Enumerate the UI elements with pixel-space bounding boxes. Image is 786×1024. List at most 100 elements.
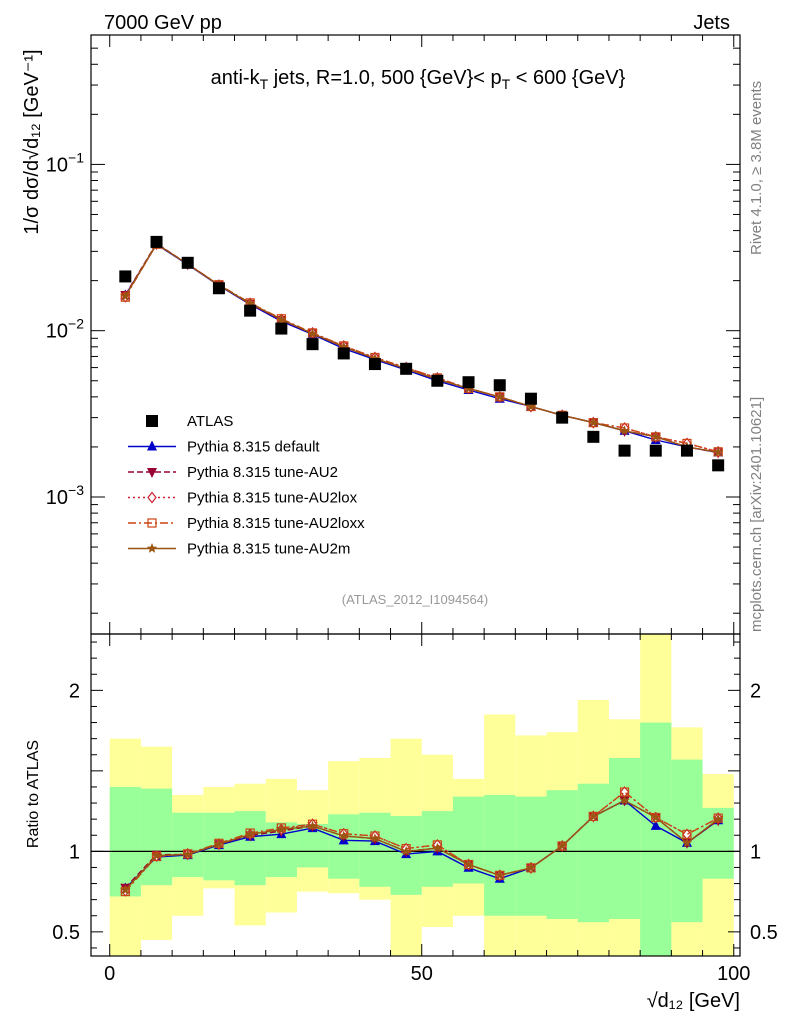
atlas-point bbox=[462, 376, 475, 389]
legend-label: Pythia 8.315 tune-AU2lox bbox=[187, 490, 358, 507]
series-point-ratio bbox=[182, 849, 193, 859]
x-tick-label: 100 bbox=[717, 963, 750, 985]
ratio-y-tick-label-right: 1 bbox=[750, 841, 761, 863]
ratio-y-tick-label: 2 bbox=[69, 680, 80, 702]
legend-marker bbox=[147, 491, 157, 504]
axis-tick-labels: 0 50 100 10−1 10−2 10−3 0.5 0.5 1 1 2 2 bbox=[46, 149, 778, 985]
inner-band-bin bbox=[234, 811, 266, 886]
main-y-axis-label: 1/σ dσ/d√d₁₂ [GeV⁻¹] bbox=[21, 49, 43, 234]
ratio-y-tick-label-right: 2 bbox=[750, 680, 761, 702]
series-point-ratio bbox=[494, 869, 505, 880]
x-tick-label: 0 bbox=[104, 963, 115, 985]
series-point-main bbox=[338, 341, 349, 352]
x-tick-label: 50 bbox=[411, 963, 433, 985]
inner-band-bin bbox=[328, 814, 360, 879]
ratio-y-tick-label-right: 0.5 bbox=[750, 922, 778, 944]
legend-label: Pythia 8.315 tune-AU2m bbox=[187, 541, 350, 558]
inner-band-bin bbox=[640, 722, 672, 956]
series-point-main bbox=[244, 297, 256, 308]
rivet-version: Rivet 4.1.0, ≥ 3.8M events bbox=[748, 81, 765, 255]
atlas-point bbox=[618, 444, 631, 457]
legend: ATLAS Pythia 8.315 default Pythia 8.315 tu… bbox=[128, 413, 365, 558]
ratio-y-tick-label: 1 bbox=[69, 841, 80, 863]
series-point-main bbox=[276, 313, 287, 324]
atlas-point bbox=[649, 444, 662, 457]
atlas-point bbox=[400, 362, 413, 375]
atlas-point bbox=[119, 270, 132, 283]
header-left: 7000 GeV pp bbox=[104, 12, 222, 34]
series-point-ratio bbox=[307, 820, 318, 831]
atlas-point bbox=[368, 358, 381, 371]
series-point-ratio bbox=[712, 813, 724, 824]
atlas-point bbox=[493, 379, 506, 392]
main-y-tick-label: 10−3 bbox=[46, 482, 84, 509]
series-point-main bbox=[588, 417, 599, 428]
header-right: Jets bbox=[693, 12, 730, 34]
atlas-point bbox=[431, 374, 444, 387]
series-point-main bbox=[120, 290, 131, 301]
main-y-tick-label: 10−2 bbox=[46, 316, 84, 343]
atlas-point bbox=[587, 430, 600, 443]
series-point-main bbox=[494, 391, 505, 402]
inner-band-bin bbox=[109, 786, 141, 897]
series-point-ratio bbox=[463, 859, 474, 869]
series-point-ratio bbox=[276, 824, 287, 834]
legend-marker bbox=[146, 415, 158, 427]
series-point-main bbox=[619, 425, 630, 436]
legend-entry: Pythia 8.315 tune-AU2loxx bbox=[128, 515, 365, 532]
series-point-ratio bbox=[650, 819, 661, 830]
atlas-point bbox=[212, 282, 225, 295]
inner-band-bin bbox=[577, 783, 609, 923]
atlas-point bbox=[181, 256, 194, 269]
atlas-point bbox=[244, 304, 257, 317]
atlas-point bbox=[306, 338, 319, 351]
mcplots-credit: mcplots.cern.ch [arXiv:2401.10621] bbox=[748, 397, 765, 632]
axis-ticks bbox=[91, 35, 740, 956]
ratio-frame bbox=[90, 633, 741, 957]
main-title: anti-kT jets, R=1.0, 500 {GeV}< pT < 600… bbox=[211, 67, 626, 92]
series-point-ratio bbox=[338, 830, 349, 841]
atlas-point bbox=[275, 322, 288, 335]
atlas-point bbox=[556, 411, 569, 424]
atlas-point bbox=[524, 392, 537, 405]
legend-entry: Pythia 8.315 tune-AU2 bbox=[128, 464, 338, 481]
legend-entry: ATLAS bbox=[146, 413, 233, 430]
series-point-ratio bbox=[244, 828, 256, 839]
series-point-ratio bbox=[432, 842, 443, 853]
series-point-main bbox=[650, 431, 661, 442]
legend-label: Pythia 8.315 tune-AU2 bbox=[187, 464, 338, 481]
ratio-uncertainty-bands bbox=[91, 634, 740, 956]
main-y-tick-label: 10−1 bbox=[46, 149, 84, 176]
series-point-main bbox=[307, 328, 318, 339]
series-point-ratio bbox=[369, 833, 381, 843]
inner-band-bin bbox=[172, 812, 204, 878]
atlas-point bbox=[150, 235, 163, 248]
atlas-point bbox=[712, 459, 725, 472]
inner-band-bin bbox=[515, 796, 547, 916]
series-point-ratio bbox=[650, 812, 661, 822]
series-point-ratio bbox=[525, 862, 537, 873]
series-point-ratio bbox=[400, 845, 412, 856]
series-point-ratio bbox=[556, 840, 568, 851]
atlas-data-points bbox=[119, 235, 725, 472]
analysis-reference: (ATLAS_2012_I1094564) bbox=[342, 592, 488, 607]
series-point-ratio bbox=[619, 795, 630, 805]
legend-entry: Pythia 8.315 tune-AU2lox bbox=[128, 490, 358, 507]
inner-band-bin bbox=[546, 790, 578, 919]
series-point-main bbox=[525, 401, 537, 411]
series-point-ratio bbox=[213, 838, 225, 849]
inner-band-bin bbox=[608, 757, 641, 919]
series-line-main bbox=[124, 243, 719, 453]
series-point-main bbox=[369, 353, 381, 363]
legend-marker bbox=[147, 518, 157, 528]
series-point-ratio bbox=[681, 837, 693, 848]
legend-label: ATLAS bbox=[187, 413, 233, 430]
legend-label: Pythia 8.315 tune-AU2loxx bbox=[187, 515, 365, 532]
series-point-ratio bbox=[588, 810, 599, 821]
legend-entry: Pythia 8.315 tune-AU2m bbox=[128, 541, 350, 558]
atlas-point bbox=[337, 347, 350, 360]
series-line-ratio bbox=[124, 791, 719, 893]
legend-marker bbox=[146, 543, 158, 553]
inner-band-bin bbox=[359, 812, 391, 887]
